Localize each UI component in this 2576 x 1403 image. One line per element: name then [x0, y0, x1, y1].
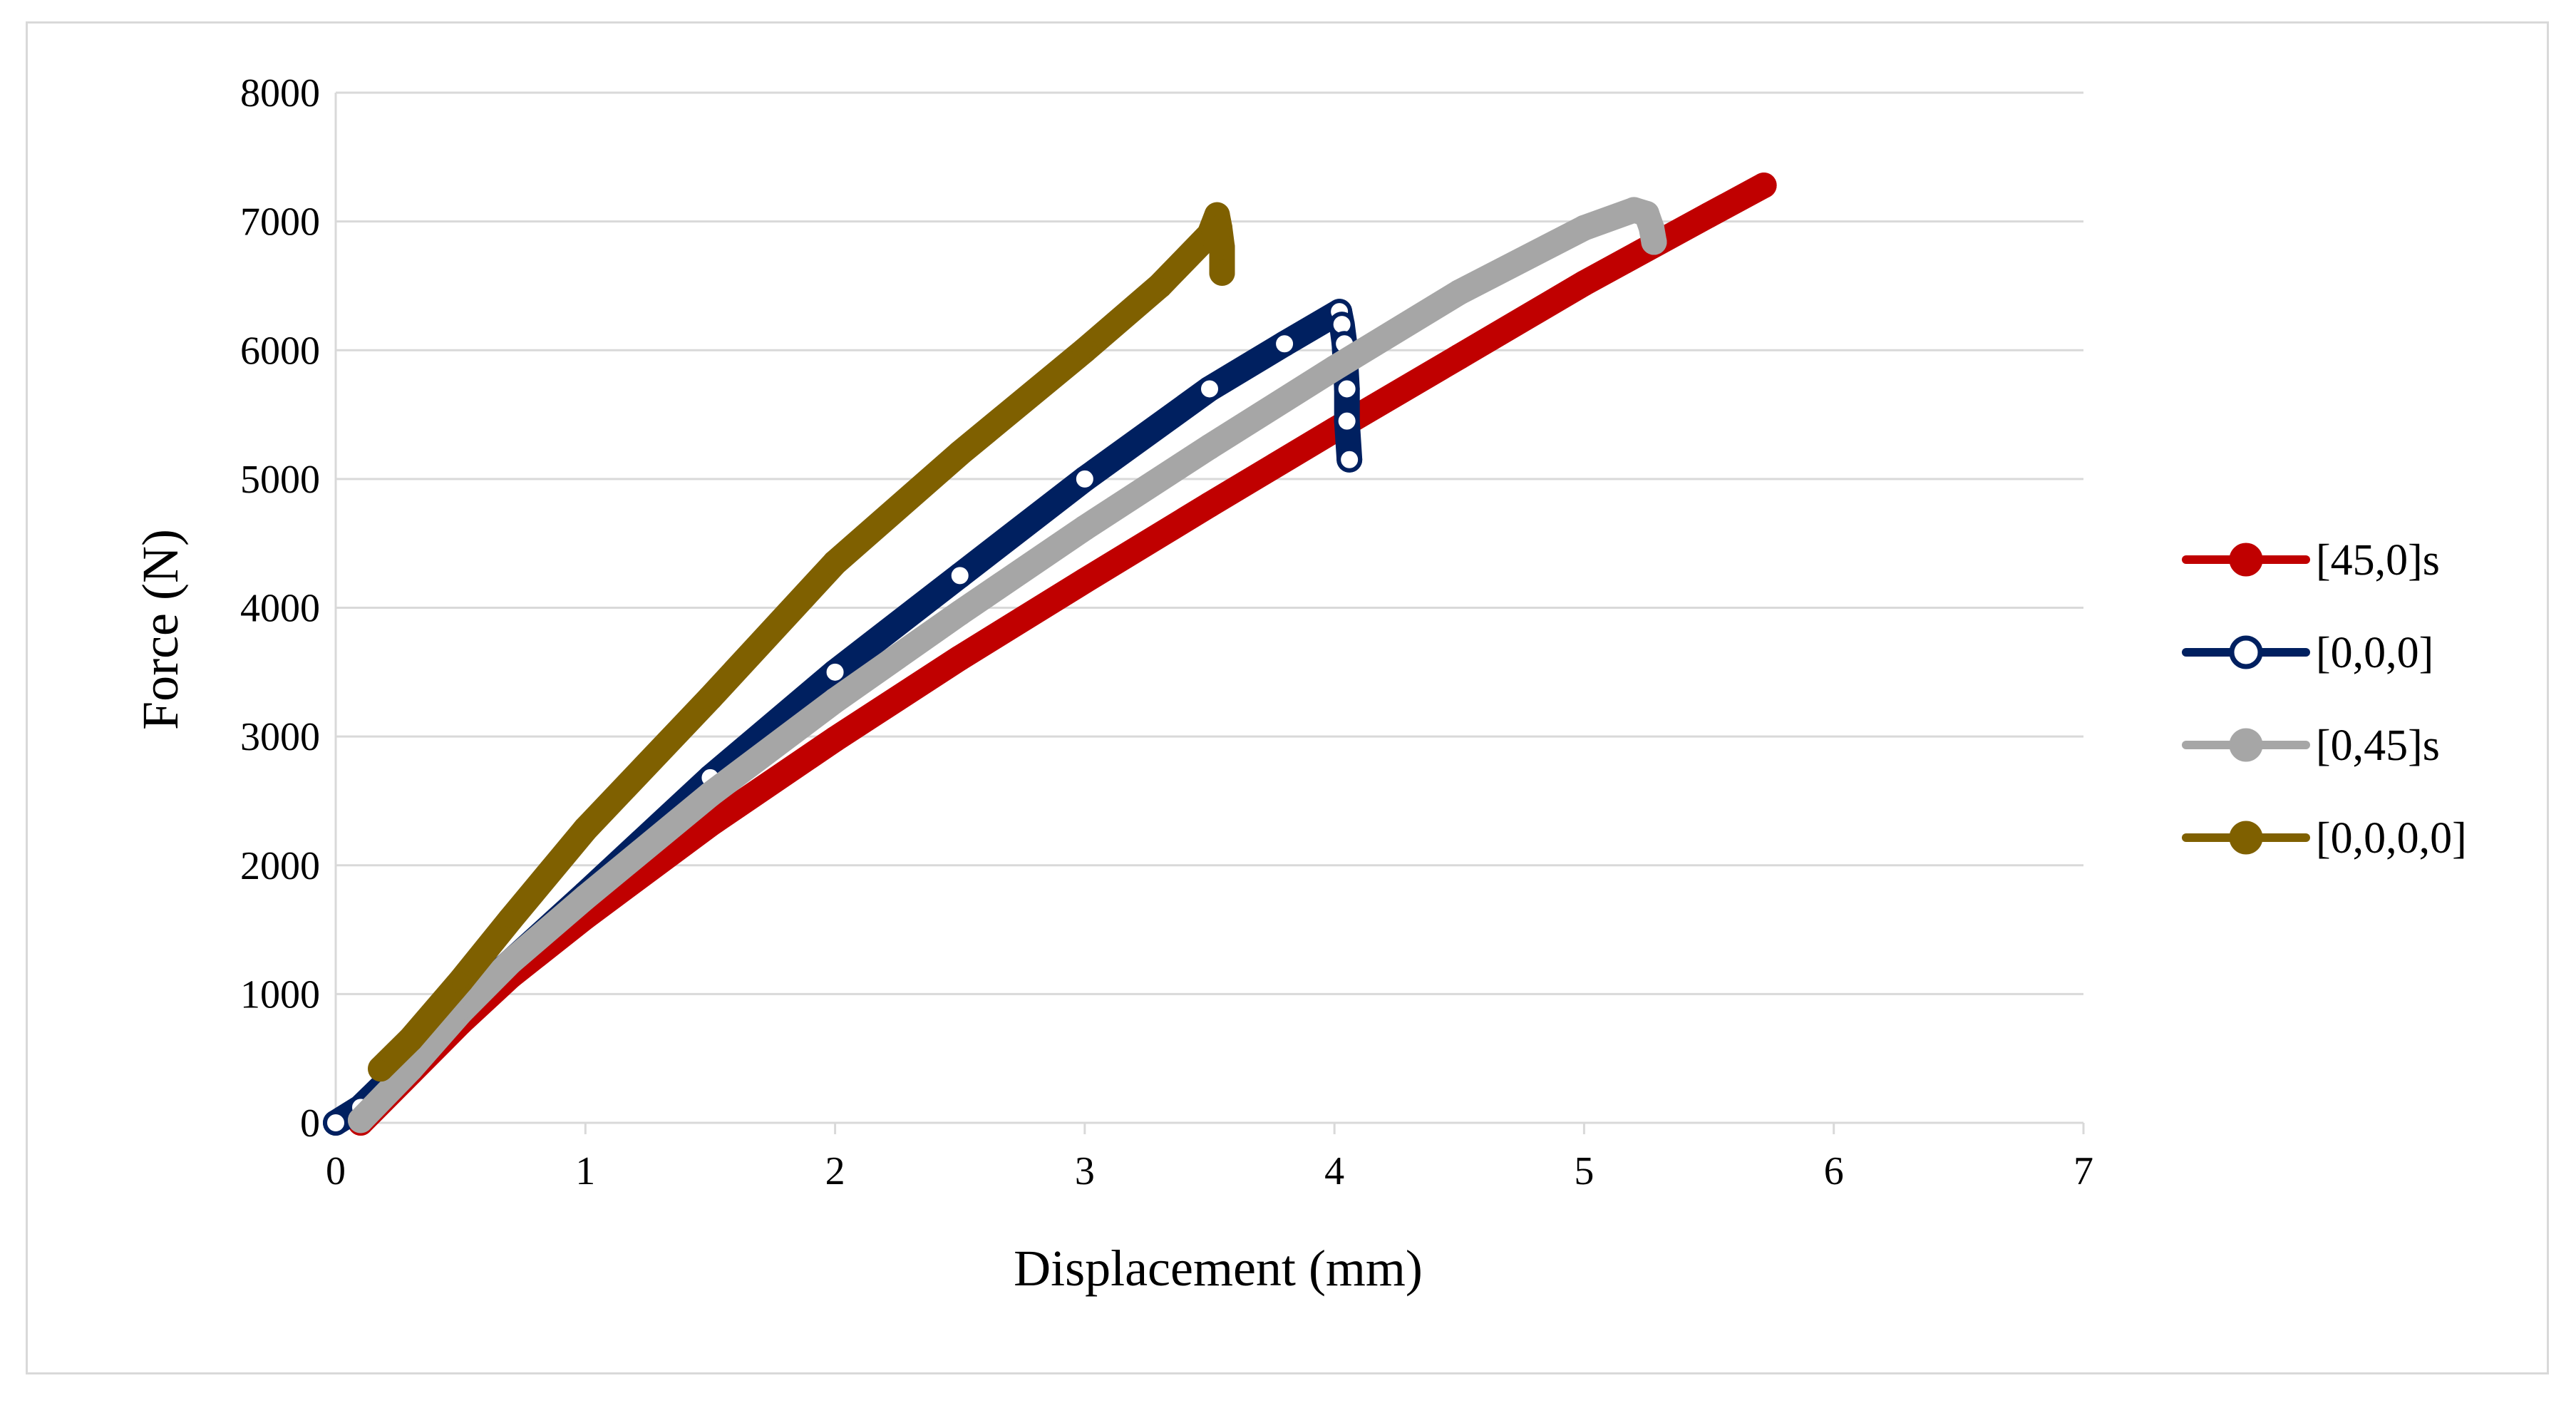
y-tick-label: 5000 [240, 458, 320, 502]
x-tick-label: 4 [1324, 1149, 1344, 1193]
series-line [348, 173, 1777, 1136]
x-axis-ticks: 0 1 2 3 4 5 6 7 [326, 1123, 2093, 1193]
x-tick-label: 5 [1574, 1149, 1594, 1193]
data-point [1071, 466, 1098, 492]
data-point [1446, 344, 1473, 370]
data-point [448, 968, 474, 995]
data-point [947, 562, 973, 589]
plot-area [323, 173, 1777, 1136]
x-tick-label: 2 [825, 1149, 845, 1193]
data-point [348, 1107, 374, 1134]
data-point [697, 684, 723, 711]
y-axis-ticks: 0 1000 2000 3000 4000 5000 6000 7000 8000 [240, 71, 320, 1146]
y-tick-label: 2000 [240, 844, 320, 888]
data-point [1071, 515, 1098, 541]
legend-item: [0,0,0] [2182, 629, 2433, 677]
data-point [572, 816, 599, 843]
data-point [947, 644, 973, 671]
chart: 0 1000 2000 3000 4000 5000 6000 7000 8000 0 1 2 3 4 5… [132, 71, 2467, 1297]
legend: [45,0]s [0,0,0] [0,45]s [0,0,0,0] [2182, 536, 2467, 863]
data-point [1197, 492, 1222, 518]
series-4 [368, 202, 1235, 1082]
data-point [947, 600, 973, 626]
x-tick-label: 0 [326, 1149, 346, 1193]
data-point [1571, 215, 1597, 241]
x-tick-label: 3 [1075, 1149, 1095, 1193]
data-point [822, 550, 848, 576]
data-point [1571, 270, 1597, 297]
data-point [1272, 331, 1298, 357]
data-point [368, 1056, 394, 1082]
data-point [697, 781, 723, 808]
data-point [323, 1110, 349, 1136]
data-point [1209, 234, 1235, 260]
data-point [1071, 337, 1098, 364]
legend-item: [45,0]s [2182, 536, 2440, 585]
y-tick-label: 7000 [240, 200, 320, 245]
legend-label: [0,0,0,0] [2316, 814, 2467, 863]
data-point [822, 726, 848, 752]
series-line [368, 202, 1235, 1082]
data-point [1641, 229, 1667, 255]
data-point [1209, 259, 1235, 286]
y-tick-label: 0 [300, 1101, 320, 1146]
y-axis-title: Force (N) [132, 529, 189, 730]
legend-item: [0,0,0,0] [2182, 814, 2467, 863]
data-point [498, 906, 524, 932]
legend-marker [2229, 543, 2263, 577]
data-point [1197, 376, 1222, 402]
data-point [498, 949, 524, 975]
y-tick-label: 3000 [240, 715, 320, 759]
legend-marker [2229, 821, 2263, 855]
x-tick-label: 7 [2073, 1149, 2093, 1193]
data-point [1696, 202, 1722, 228]
legend-item: [0,45]s [2182, 721, 2440, 770]
legend-label: [0,0,0] [2316, 629, 2433, 677]
data-point [1334, 376, 1360, 402]
data-point [1146, 272, 1173, 299]
data-point [398, 1056, 424, 1082]
data-point [1322, 355, 1348, 381]
legend-label: [45,0]s [2316, 536, 2440, 585]
data-point [572, 884, 599, 910]
y-tick-label: 1000 [240, 972, 320, 1017]
y-tick-label: 6000 [240, 329, 320, 373]
series-1 [348, 173, 1777, 1136]
data-point [822, 659, 848, 685]
data-point [822, 687, 848, 714]
series-3 [348, 197, 1667, 1134]
data-point [947, 440, 973, 466]
x-tick-label: 6 [1824, 1149, 1844, 1193]
legend-marker [2229, 635, 2263, 669]
legend-label: [0,45]s [2316, 721, 2440, 770]
data-point [1446, 279, 1473, 305]
data-point [1197, 433, 1222, 460]
data-point [398, 1026, 424, 1052]
data-point [1336, 446, 1363, 473]
y-tick-label: 8000 [240, 71, 320, 115]
data-point [1751, 173, 1777, 199]
legend-marker [2229, 728, 2263, 762]
data-point [1334, 408, 1360, 434]
x-axis-title: Displacement (mm) [1014, 1240, 1423, 1297]
data-point [1071, 567, 1098, 594]
x-tick-label: 1 [575, 1149, 595, 1193]
data-point [697, 811, 723, 837]
y-tick-label: 4000 [240, 587, 320, 631]
chart-frame: 0 1000 2000 3000 4000 5000 6000 7000 8000 0 1 2 3 4 5… [26, 21, 2549, 1374]
